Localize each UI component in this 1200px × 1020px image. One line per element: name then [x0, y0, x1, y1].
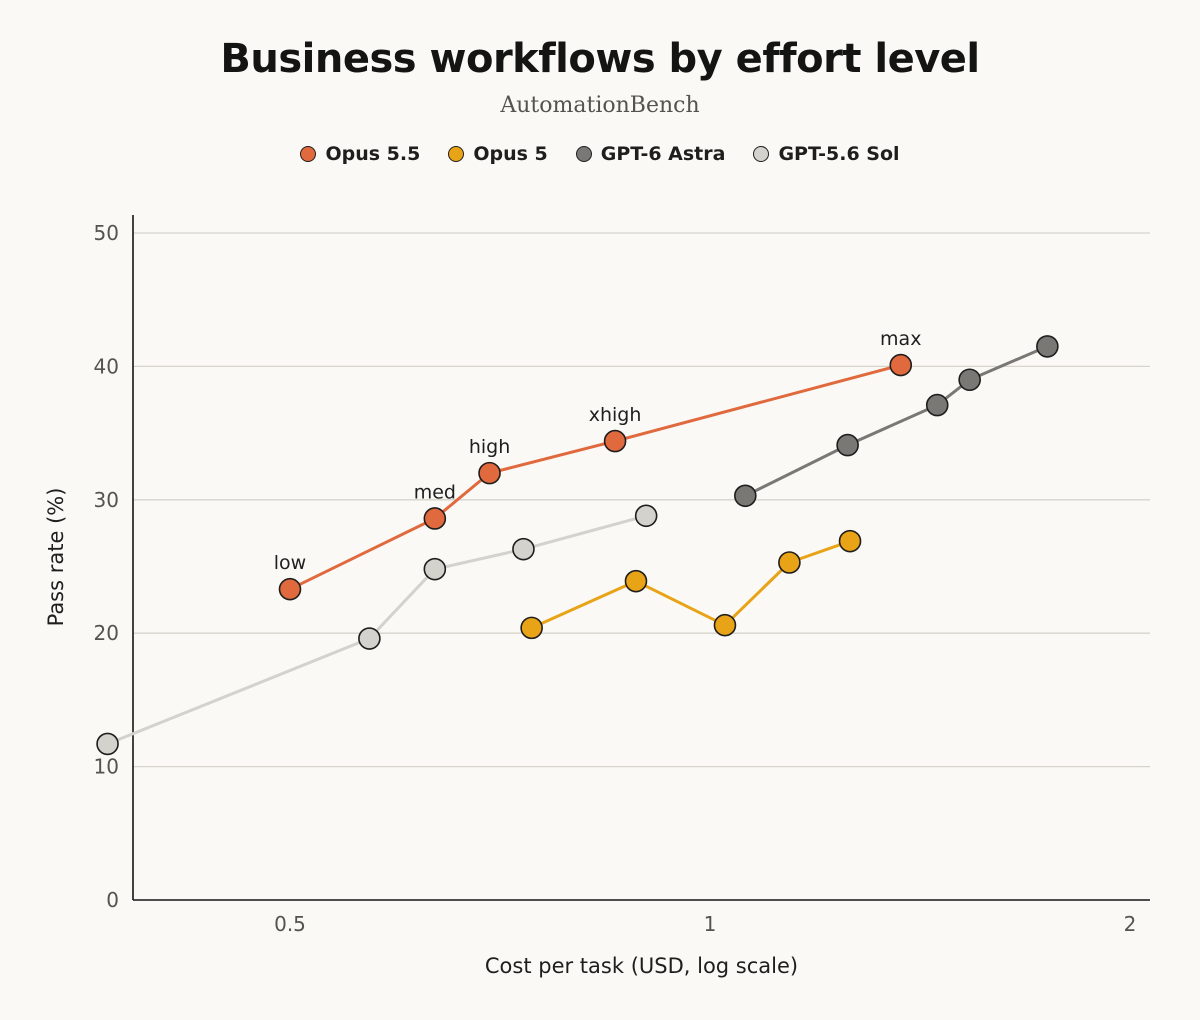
chart-legend: Opus 5.5 Opus 5 GPT-6 Astra GPT-5.6 Sol — [0, 143, 1200, 165]
y-tick-label: 10 — [94, 755, 119, 779]
data-point — [624, 569, 648, 593]
point-label: high — [469, 436, 510, 458]
x-axis-label: Cost per task (USD, log scale) — [485, 954, 798, 978]
series-line — [106, 514, 648, 746]
legend-item: GPT-5.6 Sol — [753, 143, 900, 165]
legend-item: GPT-6 Astra — [575, 143, 726, 165]
data-point — [925, 393, 949, 417]
legend-swatch — [448, 146, 465, 162]
legend-item: Opus 5 — [448, 143, 548, 165]
point-label: low — [274, 552, 306, 574]
data-point — [958, 368, 981, 392]
data-point — [713, 613, 737, 637]
data-point — [423, 507, 447, 530]
y-tick-label: 50 — [94, 221, 119, 245]
y-tick-label: 20 — [94, 621, 119, 645]
legend-label: GPT-5.6 Sol — [778, 143, 900, 165]
data-point — [603, 429, 627, 453]
legend-swatch — [575, 146, 592, 162]
x-tick-label: 2 — [1124, 912, 1137, 936]
y-axis-label: Pass rate (%) — [44, 488, 68, 627]
data-point — [512, 537, 535, 561]
data-point — [358, 627, 381, 650]
legend-label: Opus 5.5 — [325, 143, 421, 165]
chart-title: Business workflows by effort level — [220, 36, 980, 82]
legend-label: GPT-6 Astra — [600, 143, 726, 165]
point-label: med — [414, 481, 456, 503]
y-tick-label: 0 — [106, 888, 119, 912]
data-point — [1036, 335, 1059, 358]
series-line — [530, 539, 852, 630]
point-label: max — [880, 328, 921, 350]
data-point — [778, 551, 801, 574]
legend-swatch — [300, 146, 317, 162]
data-point — [836, 433, 859, 457]
data-point — [520, 616, 543, 640]
data-point — [838, 529, 862, 553]
data-point — [478, 461, 501, 485]
data-point — [423, 557, 447, 581]
x-tick-label: 1 — [704, 912, 717, 936]
y-tick-label: 30 — [94, 488, 119, 512]
data-point — [734, 484, 757, 508]
point-label: xhigh — [589, 404, 642, 426]
data-point — [889, 353, 913, 377]
chart-subtitle: AutomationBench — [500, 93, 700, 118]
data-point — [634, 504, 658, 528]
legend-item: Opus 5.5 — [300, 143, 420, 165]
data-point — [96, 732, 119, 756]
data-point — [278, 577, 302, 601]
y-tick-label: 40 — [94, 354, 119, 378]
x-tick-label: 0.5 — [274, 912, 306, 936]
legend-swatch — [753, 146, 770, 162]
legend-label: Opus 5 — [473, 143, 548, 165]
